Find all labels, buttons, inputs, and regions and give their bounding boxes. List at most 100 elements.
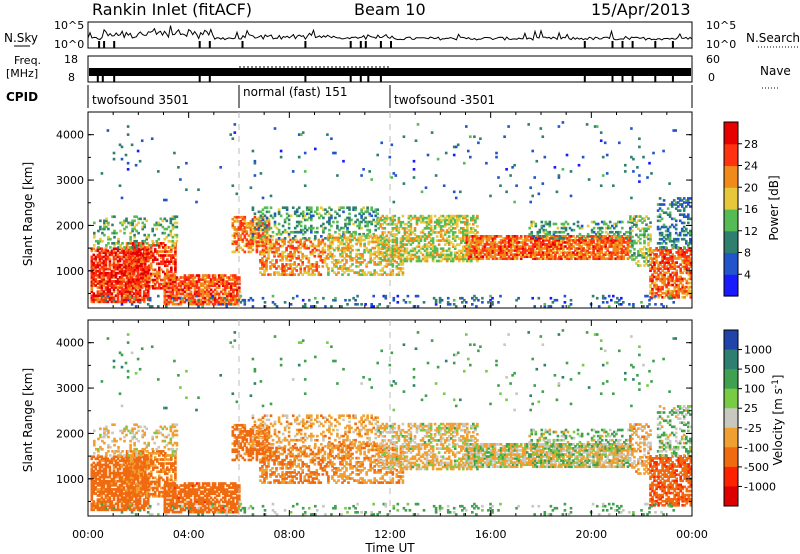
- heatmap-cell: [602, 220, 606, 224]
- heatmap-cell: [429, 237, 433, 240]
- heatmap-cell: [359, 261, 362, 264]
- heatmap-cell: [185, 278, 189, 281]
- heatmap-cell: [550, 235, 553, 238]
- heatmap-cell: [289, 271, 292, 274]
- heatmap-cell: [122, 300, 126, 304]
- heatmap-cell: [592, 253, 595, 256]
- heatmap-cell: [247, 222, 251, 225]
- heatmap-cell: [167, 276, 171, 279]
- heatmap-cell: [285, 259, 288, 262]
- heatmap-cell: [233, 228, 237, 231]
- heatmap-cell: [476, 259, 479, 263]
- heatmap-cell: [367, 261, 371, 264]
- heatmap-cell: [407, 216, 411, 220]
- heatmap-cell: [133, 262, 137, 266]
- heatmap-cell: [167, 284, 171, 288]
- heatmap-cell: [441, 247, 445, 251]
- heatmap-cell: [293, 226, 297, 230]
- heatmap-cell: [251, 232, 255, 236]
- heatmap-cell: [671, 257, 675, 260]
- heatmap-cell: [232, 292, 235, 296]
- heatmap-cell: [128, 300, 132, 304]
- heatmap-cell: [538, 245, 541, 248]
- heatmap-cell: [417, 255, 421, 259]
- heatmap-cell: [655, 253, 658, 256]
- heatmap-cell: [151, 244, 155, 247]
- heatmap-cell: [437, 253, 441, 257]
- heatmap-cell: [289, 254, 292, 258]
- heatmap-cell: [413, 233, 417, 236]
- heatmap-cell: [313, 263, 317, 266]
- heatmap-cell: [525, 249, 529, 252]
- heatmap-cell: [519, 255, 523, 259]
- heatmap-cell: [687, 203, 690, 206]
- heatmap-cell: [129, 278, 133, 282]
- heatmap-cell: [185, 292, 189, 296]
- heatmap-cell: [357, 238, 360, 242]
- heatmap-cell: [339, 236, 342, 240]
- heatmap-cell: [108, 251, 112, 255]
- heatmap-cell: [560, 230, 564, 234]
- heatmap-cell: [201, 278, 205, 281]
- heatmap-cell: [253, 240, 257, 244]
- heatmap-cell: [513, 249, 517, 252]
- heatmap-cell: [645, 247, 648, 251]
- heatmap-cell: [379, 237, 383, 240]
- station-title: Rankin Inlet (fitACF): [92, 0, 252, 19]
- heatmap-cell: [657, 269, 660, 273]
- heatmap-cell: [674, 201, 678, 204]
- heatmap-cell: [467, 251, 471, 254]
- heatmap-cell: [313, 273, 317, 276]
- heatmap-cell: [458, 216, 461, 220]
- heatmap-cell: [103, 221, 106, 225]
- heatmap-cell: [689, 293, 693, 297]
- heatmap-cell: [120, 271, 124, 275]
- heatmap-cell: [503, 255, 507, 259]
- heatmap-cell: [164, 244, 167, 247]
- heatmap-cell: [493, 249, 497, 252]
- heatmap-cell: [568, 241, 571, 244]
- heatmap-cell: [499, 253, 503, 256]
- heatmap-cell: [466, 218, 469, 222]
- heatmap-cell: [131, 244, 135, 247]
- heatmap-cell: [462, 257, 465, 261]
- heatmap-cell: [651, 251, 654, 254]
- heatmap-cell: [171, 296, 174, 300]
- heatmap-cell: [391, 220, 395, 224]
- heatmap-cell: [419, 239, 423, 242]
- heatmap-cell: [243, 250, 247, 254]
- heatmap-cell: [431, 231, 435, 234]
- heatmap-cell: [658, 215, 662, 219]
- heatmap-cell: [157, 237, 161, 241]
- heatmap-cell: [116, 255, 120, 259]
- heatmap-cell: [576, 255, 579, 259]
- heatmap-cell: [629, 233, 632, 237]
- heatmap-cell: [342, 210, 345, 214]
- heatmap-cell: [570, 253, 573, 256]
- heatmap-cell: [574, 243, 577, 246]
- heatmap-cell: [368, 220, 372, 224]
- heatmap-cell: [327, 269, 330, 272]
- heatmap-cell: [633, 252, 636, 255]
- heatmap-cell: [171, 239, 175, 243]
- cpid-label: CPID: [6, 90, 38, 104]
- heatmap-cell: [451, 222, 455, 226]
- heatmap-cell: [393, 214, 397, 218]
- heatmap-cell: [472, 216, 475, 220]
- heatmap-cell: [225, 286, 229, 290]
- heatmap-cell: [255, 228, 259, 231]
- heatmap-cell: [552, 251, 555, 254]
- heatmap-cell: [129, 248, 133, 251]
- heatmap-cell: [271, 242, 274, 246]
- heatmap-cell: [433, 231, 437, 234]
- heatmap-cell: [174, 246, 177, 249]
- heatmap-cell: [139, 244, 142, 247]
- heatmap-cell: [677, 279, 681, 283]
- heatmap-cell: [173, 284, 177, 288]
- heatmap-cell: [608, 255, 612, 259]
- heatmap-cell: [689, 261, 693, 264]
- heatmap-cell: [317, 240, 321, 244]
- heatmap-cell: [689, 237, 692, 241]
- heatmap-cell: [552, 255, 555, 259]
- heatmap-cell: [133, 233, 136, 237]
